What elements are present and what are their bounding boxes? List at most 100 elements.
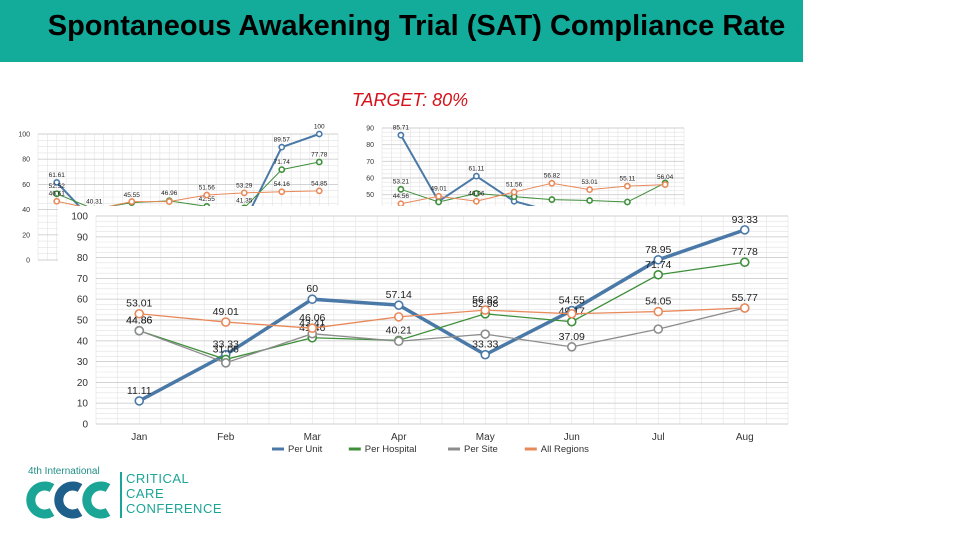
main-chart-y-tick-label: 100 (71, 212, 88, 223)
main-chart-data-label: 46.06 (299, 312, 325, 324)
thumb-chart-right-data-point (472, 190, 480, 197)
thumb-chart-right-y-tick-label: 60 (366, 175, 374, 182)
thumb-chart-right-series-line (400, 182, 666, 203)
thumb-chart-right-data-label: 53.01 (581, 179, 598, 186)
main-chart-data-point (307, 294, 318, 305)
main-chart-legend: Per Unit Per Hospital Per Site All Regions (272, 444, 589, 455)
main-chart-data-label: 44.86 (126, 315, 152, 327)
main-chart-data-label: 78.95 (645, 244, 671, 256)
thumb-chart-left-y-tick-label: 60 (22, 182, 30, 189)
main-chart-data-point (653, 306, 664, 317)
main-chart-data-label: 37.09 (559, 331, 585, 343)
thumb-chart-left-data-point (53, 190, 61, 198)
thumb-chart-left-data-label: 77.78 (311, 151, 328, 158)
thumb-chart-left-data-label: 42.55 (199, 196, 216, 203)
main-chart-x-tick-label: May (476, 432, 495, 443)
thumb-chart-right-data-point (661, 181, 669, 188)
thumb-chart-left-data-label: 54.85 (311, 180, 328, 187)
legend-entry: Per Site (464, 444, 498, 455)
ccc-logo-mark-icon (26, 481, 111, 519)
thumb-chart-right-data-label: 46.06 (468, 191, 485, 198)
thumb-chart-right-data-point (548, 179, 556, 187)
thumb-chart-right-data-label: 85.71 (393, 125, 410, 132)
thumb-chart-right-data-point (397, 131, 405, 139)
main-chart-x-tick-label: Apr (391, 432, 407, 443)
thumb-chart-right-data-point (623, 182, 631, 190)
thumb-chart-left-data-label: 100 (314, 123, 325, 130)
legend-entry: Per Hospital (365, 444, 417, 455)
main-chart-data-point (134, 325, 145, 336)
thumb-chart-right-data-point (586, 186, 594, 194)
thumb-chart-right-y-tick-label: 80 (366, 142, 374, 149)
main-chart-data-label: 11.11 (127, 385, 152, 397)
main-chart-data-label: 57.14 (386, 289, 412, 301)
main-chart-x-tick-label: Jan (131, 432, 147, 443)
main-chart-x-tick-label: Feb (217, 432, 235, 443)
thumb-chart-left-data-label: 61.61 (49, 172, 66, 179)
conference-logo: 4th International CRITICAL CARE CONFEREN… (22, 466, 222, 522)
legend-entry: All Regions (541, 444, 589, 455)
thumb-chart-left-data-label: 46.96 (161, 190, 178, 197)
main-chart-data-point (653, 254, 664, 265)
thumb-chart-left-y-tick-label: 40 (22, 207, 30, 214)
main-chart-y-tick-label: 0 (82, 420, 88, 431)
thumb-chart-left-y-tick-label: 20 (22, 232, 30, 239)
thumb-chart-right-data-label: 61.11 (468, 166, 484, 173)
logo-divider (120, 472, 122, 518)
thumb-chart-left-data-label: 40.31 (86, 199, 103, 206)
thumb-chart-right-data-point (472, 172, 480, 180)
legend-entry: Per Unit (288, 444, 323, 455)
thumb-chart-right-series-line (400, 182, 666, 205)
main-chart-data-label: 56.82 (472, 294, 498, 306)
thumb-chart-left-data-point (240, 189, 248, 197)
main-chart-data-label: 44.86 (126, 315, 152, 327)
main-chart-y-tick-label: 30 (77, 357, 89, 368)
main-chart-data-point (220, 358, 231, 368)
title-banner (0, 0, 803, 62)
main-chart-data-point (134, 308, 145, 319)
main-chart-x-tick-label: Aug (736, 432, 754, 443)
thumb-chart-left-data-point (315, 158, 323, 166)
main-chart-data-label: 33.33 (472, 339, 498, 351)
thumb-chart-left-data-point (53, 197, 61, 205)
thumb-chart-left-data-point (278, 166, 286, 174)
main-chart-data-label: 55.77 (732, 292, 758, 304)
main-chart-data-point (393, 336, 404, 347)
thumb-chart-left-data-point (53, 178, 61, 186)
main-chart-data-point (480, 349, 491, 360)
main-chart-series-line (139, 307, 745, 364)
main-chart-data-label: 54.55 (559, 295, 585, 307)
main-chart-y-tick-label: 90 (77, 232, 89, 243)
main-chart-y-tick-label: 70 (77, 274, 89, 285)
main-chart-data-point (134, 396, 145, 406)
main-chart-data-point (653, 269, 664, 280)
main-chart: 0 10 20 30 40 50 60 70 80 90 100 Jan Feb Mar Apr May Jun… (71, 212, 789, 443)
thumb-chart-left-data-label: 54.16 (274, 181, 291, 188)
thumb-chart-left-y-tick-label: 80 (22, 157, 30, 164)
main-chart-data-point (393, 300, 404, 310)
main-chart-data-label: 40.21 (386, 324, 412, 336)
thumb-chart-left-data-point (315, 187, 323, 195)
thumb-chart-right-data-point (397, 200, 405, 208)
thumb-chart-left-data-label: 71.74 (274, 159, 291, 166)
logo-prefix: 4th International (28, 466, 100, 477)
main-chart-data-label: 54.05 (645, 296, 671, 308)
main-chart-y-tick-label: 10 (77, 399, 89, 410)
main-chart-data-point (220, 317, 231, 327)
main-chart-data-point (307, 323, 318, 333)
thumb-chart-right-data-label: 55.11 (619, 176, 635, 183)
thumb-chart-right-data-point (586, 197, 594, 204)
main-chart-y-tick-label: 80 (77, 253, 89, 264)
main-chart-data-label: 33.33 (213, 339, 239, 351)
thumb-chart-left-data-point (203, 191, 211, 199)
thumb-chart-left-data-label: 41.35 (236, 197, 253, 204)
main-chart-data-point (566, 342, 577, 352)
main-chart-data-label: 53.01 (126, 298, 152, 310)
thumb-chart-right-data-label: 49.01 (430, 186, 447, 193)
main-chart-series-line (138, 228, 746, 403)
thumb-chart-right-data-point (397, 185, 405, 193)
thumb-chart-left-data-label: 46.61 (49, 191, 66, 198)
main-chart-series-line (139, 307, 745, 329)
thumb-chart-left-data-label: 89.57 (274, 137, 291, 144)
main-chart-data-point (739, 257, 750, 268)
